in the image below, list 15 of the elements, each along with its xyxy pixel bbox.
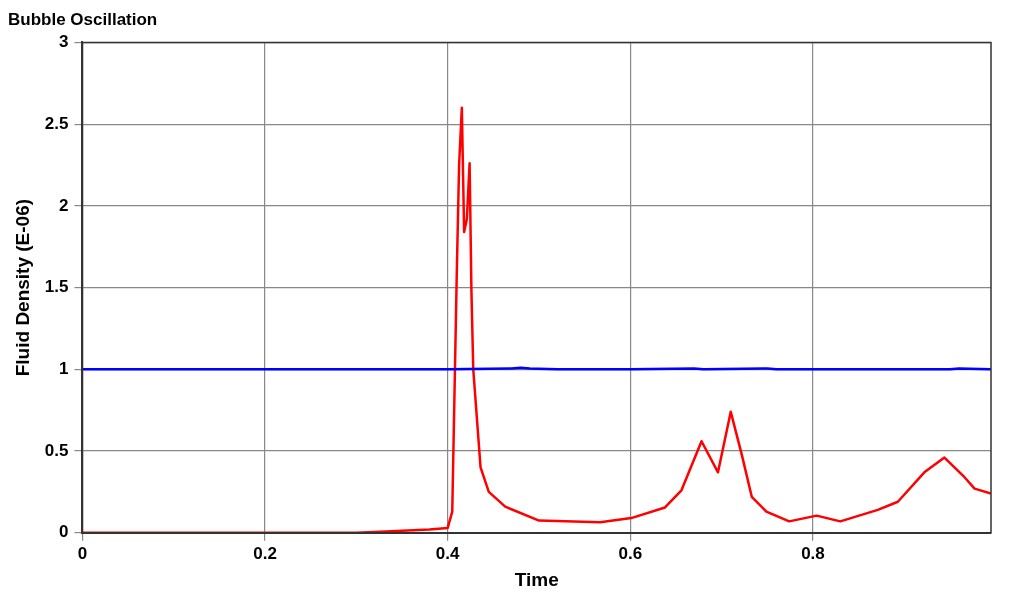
y-axis-title: Fluid Density (E-06) (11, 198, 33, 377)
x-tick-label: 0.2 (253, 543, 277, 563)
x-tick-label: 0.6 (618, 543, 643, 563)
x-tick-label: 0.4 (435, 543, 461, 563)
chart-title: Bubble Oscillation (8, 9, 158, 29)
y-tick-label: 0 (58, 522, 69, 542)
y-tick-label: 2.5 (44, 113, 69, 133)
y-tick-label: 1.5 (44, 277, 69, 297)
x-axis-title: Time (514, 568, 559, 590)
x-tick-label: 0.8 (801, 543, 825, 563)
y-tick-label: 3 (58, 32, 69, 52)
y-tick-label: 0.5 (44, 440, 69, 460)
y-tick-label: 2 (58, 195, 69, 215)
y-tick-label: 1 (58, 359, 69, 379)
x-tick-label: 0 (77, 543, 88, 563)
